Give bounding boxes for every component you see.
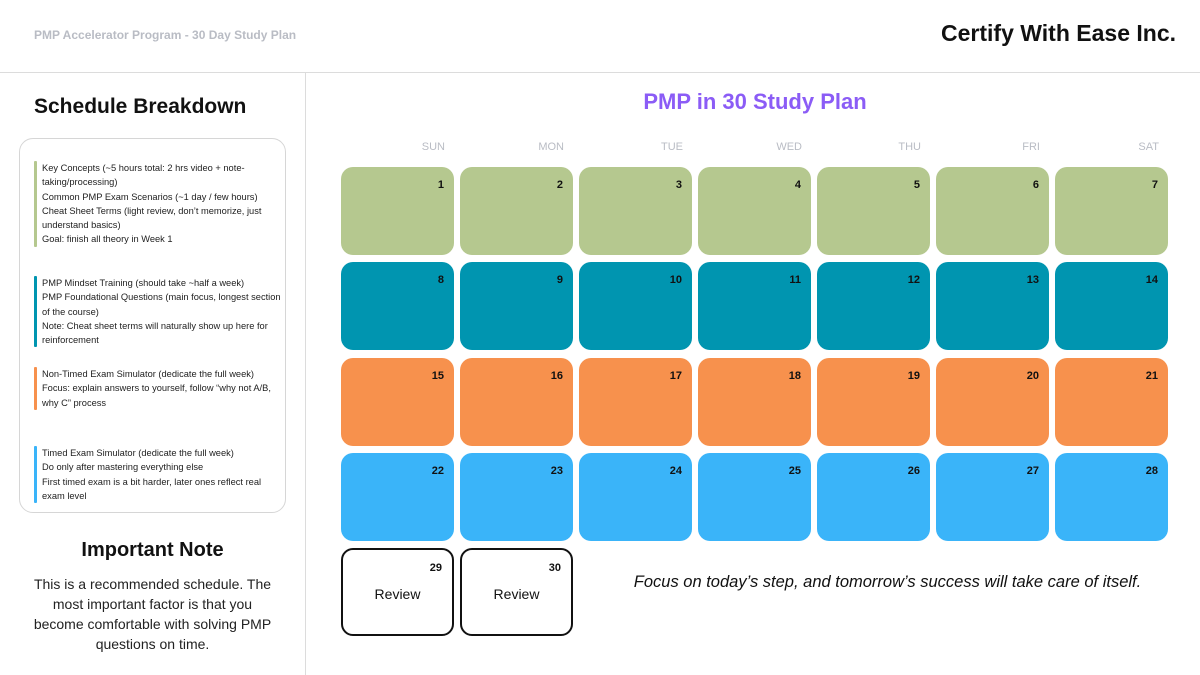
day-cell-3[interactable]: 3: [579, 167, 692, 255]
day-number: 2: [556, 179, 563, 191]
day-number: 30: [548, 562, 561, 574]
day-cell-5[interactable]: 5: [817, 167, 930, 255]
day-number: 1: [437, 179, 444, 191]
day-cell-7[interactable]: 7: [1055, 167, 1168, 255]
week-1-group: Key Concepts (~5 hours total: 2 hrs vide…: [34, 161, 282, 247]
motivational-quote: Focus on today’s step, and tomorrow’s su…: [633, 573, 1142, 591]
group-line: Timed Exam Simulator (dedicate the full …: [42, 448, 234, 458]
day-number: 25: [788, 465, 801, 477]
company-name: Certify With Ease Inc.: [941, 20, 1176, 46]
day-cell-26[interactable]: 26: [817, 453, 930, 541]
program-subtitle: PMP Accelerator Program - 30 Day Study P…: [34, 28, 297, 42]
top-bar: PMP Accelerator Program - 30 Day Study P…: [0, 0, 1200, 73]
group-line: Note: Cheat sheet terms will naturally s…: [42, 320, 268, 346]
day-number: 6: [1032, 179, 1039, 191]
day-number: 15: [431, 370, 444, 382]
important-note-title: Important Note: [81, 539, 224, 561]
day-number: 7: [1151, 179, 1158, 191]
group-line: Focus: explain answers to yourself, foll…: [42, 383, 271, 408]
day-cell-22[interactable]: 22: [341, 453, 454, 541]
sidebar: Schedule Breakdown Key Concepts (~5 hour…: [0, 72, 306, 675]
day-number: 5: [913, 179, 920, 191]
day-number: 27: [1026, 465, 1039, 477]
day-number: 3: [675, 179, 682, 191]
day-cell-18[interactable]: 18: [698, 358, 811, 446]
week-3-group: Non-Timed Exam Simulator (dedicate the f…: [34, 367, 282, 410]
group-line: Common PMP Exam Scenarios (~1 day / few …: [42, 191, 258, 202]
day-cell-27[interactable]: 27: [936, 453, 1049, 541]
day-label-tue: TUE: [661, 141, 683, 153]
day-cell-6[interactable]: 6: [936, 167, 1049, 255]
day-number: 18: [788, 370, 801, 382]
day-cell-24[interactable]: 24: [579, 453, 692, 541]
day-label-thu: THU: [898, 141, 921, 153]
day-cell-13[interactable]: 13: [936, 262, 1049, 350]
day-number: 20: [1026, 370, 1039, 382]
day-cell-30[interactable]: 30 Review: [460, 548, 573, 636]
day-cell-17[interactable]: 17: [579, 358, 692, 446]
week-2-color-bar: [34, 276, 37, 348]
day-cell-4[interactable]: 4: [698, 167, 811, 255]
schedule-breakdown-title: Schedule Breakdown: [34, 95, 247, 118]
day-number: 11: [789, 274, 801, 286]
week-4-color-bar: [34, 446, 37, 504]
day-cell-14[interactable]: 14: [1055, 262, 1168, 350]
day-label-sat: SAT: [1138, 141, 1159, 153]
group-line: Non-Timed Exam Simulator (dedicate the f…: [42, 369, 255, 379]
group-line: First timed exam is a bit harder, later …: [42, 476, 262, 501]
day-cell-21[interactable]: 21: [1055, 358, 1168, 446]
review-label: Review: [493, 586, 540, 602]
day-number: 23: [550, 465, 563, 477]
day-cell-12[interactable]: 12: [817, 262, 930, 350]
day-cell-2[interactable]: 2: [460, 167, 573, 255]
day-label-sun: SUN: [421, 141, 445, 153]
schedule-card: Key Concepts (~5 hours total: 2 hrs vide…: [19, 138, 286, 513]
day-cell-9[interactable]: 9: [460, 262, 573, 350]
day-cell-15[interactable]: 15: [341, 358, 454, 446]
day-number: 9: [556, 274, 563, 286]
group-line: Do only after mastering everything else: [42, 462, 204, 473]
day-number: 26: [907, 465, 920, 477]
day-number: 22: [431, 465, 444, 477]
day-number: 12: [907, 274, 920, 286]
day-cell-28[interactable]: 28: [1055, 453, 1168, 541]
day-cell-19[interactable]: 19: [817, 358, 930, 446]
group-line: PMP Foundational Questions (main focus, …: [42, 292, 281, 317]
calendar-title: PMP in 30 Study Plan: [643, 89, 867, 114]
day-cell-10[interactable]: 10: [579, 262, 692, 350]
day-label-fri: FRI: [1022, 141, 1040, 153]
day-cell-29[interactable]: 29 Review: [341, 548, 454, 636]
day-number: 24: [669, 465, 682, 477]
day-number: 13: [1026, 274, 1039, 286]
day-number: 10: [669, 274, 682, 286]
day-number: 4: [794, 179, 801, 191]
day-number: 29: [429, 562, 442, 574]
day-number: 28: [1145, 465, 1158, 477]
group-line: Key Concepts (~5 hours total: 2 hrs vide…: [42, 163, 245, 188]
day-cell-8[interactable]: 8: [341, 262, 454, 350]
review-label: Review: [374, 586, 421, 602]
day-cell-11[interactable]: 11: [698, 262, 811, 350]
day-number: 17: [669, 370, 682, 382]
week-3-color-bar: [34, 367, 37, 410]
day-number: 8: [437, 274, 444, 286]
day-cell-20[interactable]: 20: [936, 358, 1049, 446]
day-cell-16[interactable]: 16: [460, 358, 573, 446]
day-label-wed: WED: [776, 141, 802, 153]
day-number: 21: [1145, 370, 1158, 382]
day-number: 14: [1145, 274, 1158, 286]
group-line: Cheat Sheet Terms (light review, don’t m…: [42, 205, 262, 231]
day-label-mon: MON: [538, 141, 564, 153]
group-line: Goal: finish all theory in Week 1: [42, 234, 173, 245]
week-2-group: PMP Mindset Training (should take ~half …: [34, 276, 282, 348]
group-line: PMP Mindset Training (should take ~half …: [42, 278, 245, 288]
day-cell-23[interactable]: 23: [460, 453, 573, 541]
day-cell-25[interactable]: 25: [698, 453, 811, 541]
week-4-group: Timed Exam Simulator (dedicate the full …: [34, 446, 282, 504]
week-1-color-bar: [34, 161, 37, 247]
day-cell-1[interactable]: 1: [341, 167, 454, 255]
day-number: 19: [907, 370, 920, 382]
important-note-text: This is a recommended schedule. The most…: [33, 576, 272, 652]
day-number: 16: [550, 370, 563, 382]
